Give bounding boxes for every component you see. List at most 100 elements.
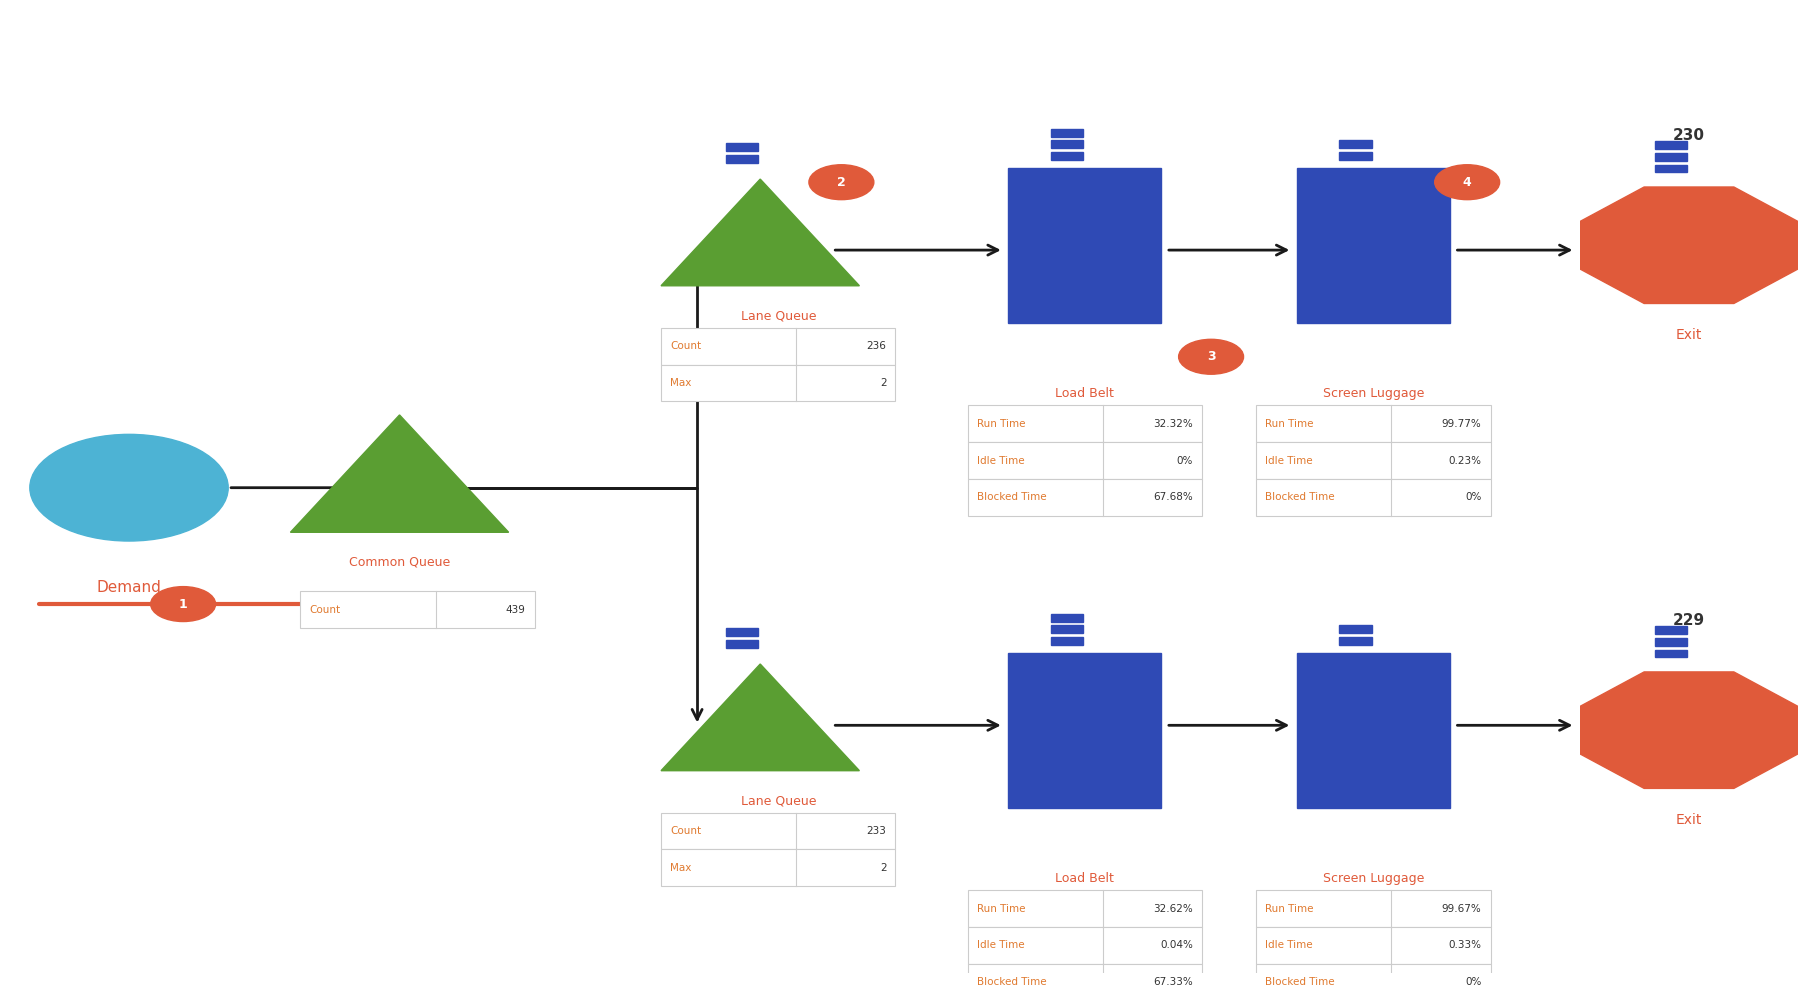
Text: Demand: Demand: [96, 580, 161, 595]
Text: 2: 2: [879, 863, 886, 872]
Text: 2: 2: [838, 176, 847, 189]
Text: 0.23%: 0.23%: [1449, 455, 1482, 465]
Bar: [968, 927, 1201, 964]
Circle shape: [150, 587, 215, 621]
Bar: [1051, 625, 1084, 633]
Text: 67.33%: 67.33%: [1154, 977, 1194, 987]
Bar: [1339, 637, 1371, 645]
Circle shape: [29, 435, 228, 541]
Bar: [1051, 152, 1084, 160]
Text: 0%: 0%: [1465, 977, 1482, 987]
Text: Idle Time: Idle Time: [1264, 941, 1313, 950]
Text: Idle Time: Idle Time: [977, 941, 1024, 950]
Bar: [1655, 626, 1688, 634]
Circle shape: [1179, 339, 1243, 374]
Text: Max: Max: [669, 863, 691, 872]
Text: 32.62%: 32.62%: [1154, 904, 1194, 914]
Bar: [725, 628, 758, 636]
Text: Idle Time: Idle Time: [1264, 455, 1313, 465]
Bar: [1655, 165, 1688, 173]
Text: 67.68%: 67.68%: [1154, 492, 1194, 502]
Text: 236: 236: [867, 341, 886, 351]
Bar: [1051, 128, 1084, 136]
Text: 1: 1: [179, 598, 188, 611]
Text: Load Belt: Load Belt: [1055, 872, 1114, 885]
Bar: [968, 442, 1201, 479]
Text: Max: Max: [669, 378, 691, 388]
Text: 230: 230: [1673, 128, 1706, 143]
Bar: [968, 890, 1201, 927]
Bar: [1255, 927, 1491, 964]
Bar: [660, 812, 895, 850]
Circle shape: [809, 165, 874, 200]
Bar: [1297, 168, 1451, 323]
Bar: [1339, 625, 1371, 633]
Text: Lane Queue: Lane Queue: [740, 794, 816, 808]
Text: Blocked Time: Blocked Time: [977, 492, 1046, 502]
Bar: [725, 143, 758, 151]
Text: Blocked Time: Blocked Time: [977, 977, 1046, 987]
Bar: [660, 328, 895, 365]
Polygon shape: [660, 664, 859, 771]
Text: 2: 2: [879, 378, 886, 388]
Bar: [1255, 479, 1491, 516]
Text: 4: 4: [1463, 176, 1471, 189]
Bar: [1655, 153, 1688, 161]
Text: Run Time: Run Time: [1264, 419, 1313, 429]
Text: 0.33%: 0.33%: [1449, 941, 1482, 950]
Polygon shape: [1581, 187, 1798, 303]
Bar: [725, 640, 758, 648]
Bar: [1051, 614, 1084, 621]
Bar: [1051, 140, 1084, 148]
Bar: [1297, 652, 1451, 808]
Bar: [1339, 152, 1371, 160]
Bar: [1008, 652, 1161, 808]
Text: Load Belt: Load Belt: [1055, 387, 1114, 400]
Text: Exit: Exit: [1675, 812, 1702, 827]
Polygon shape: [660, 179, 859, 286]
Bar: [1655, 650, 1688, 657]
Text: 0%: 0%: [1465, 492, 1482, 502]
Bar: [300, 592, 535, 628]
Bar: [1255, 405, 1491, 442]
Bar: [1008, 168, 1161, 323]
Text: 0.04%: 0.04%: [1160, 941, 1194, 950]
Text: Count: Count: [309, 605, 340, 615]
Bar: [660, 365, 895, 401]
Polygon shape: [1581, 672, 1798, 788]
Bar: [968, 479, 1201, 516]
Bar: [1339, 140, 1371, 148]
Polygon shape: [291, 415, 508, 533]
Text: 439: 439: [507, 605, 526, 615]
Text: 3: 3: [1207, 351, 1216, 364]
Bar: [660, 850, 895, 886]
Text: Common Queue: Common Queue: [349, 555, 450, 568]
Text: Screen Luggage: Screen Luggage: [1322, 872, 1424, 885]
Text: Idle Time: Idle Time: [977, 455, 1024, 465]
Text: 233: 233: [867, 826, 886, 836]
Bar: [968, 405, 1201, 442]
Bar: [1255, 964, 1491, 988]
Bar: [1655, 141, 1688, 149]
Text: 99.77%: 99.77%: [1442, 419, 1482, 429]
Text: Count: Count: [669, 826, 702, 836]
Text: Blocked Time: Blocked Time: [1264, 977, 1335, 987]
Text: 229: 229: [1673, 614, 1706, 628]
Text: Run Time: Run Time: [977, 419, 1026, 429]
Circle shape: [1435, 165, 1500, 200]
Text: 32.32%: 32.32%: [1154, 419, 1194, 429]
Text: 0%: 0%: [1176, 455, 1194, 465]
Text: Run Time: Run Time: [977, 904, 1026, 914]
Text: Exit: Exit: [1675, 328, 1702, 342]
Text: Lane Queue: Lane Queue: [740, 310, 816, 323]
Text: Run Time: Run Time: [1264, 904, 1313, 914]
Text: 99.67%: 99.67%: [1442, 904, 1482, 914]
Bar: [968, 964, 1201, 988]
Bar: [725, 155, 758, 163]
Text: Screen Luggage: Screen Luggage: [1322, 387, 1424, 400]
Bar: [1655, 638, 1688, 646]
Text: Count: Count: [669, 341, 702, 351]
Bar: [1255, 890, 1491, 927]
Text: Blocked Time: Blocked Time: [1264, 492, 1335, 502]
Bar: [1255, 442, 1491, 479]
